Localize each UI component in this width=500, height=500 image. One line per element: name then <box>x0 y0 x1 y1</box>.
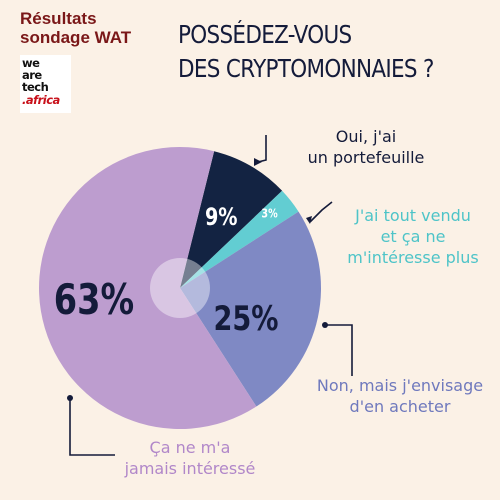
survey-label-line1: Résultats <box>20 9 97 28</box>
logo-line-africa: .africa <box>22 93 60 107</box>
slice-label-portefeuille-line1: Oui, j'ai <box>335 127 397 146</box>
leader-dot-jamais <box>67 395 73 401</box>
slice-label-vendu-line3: m'intéresse plus <box>347 248 479 267</box>
pie-slice-portefeuille <box>180 151 283 288</box>
leader-arrow-vendu <box>306 216 312 224</box>
leader-arrow-portefeuille <box>254 158 262 166</box>
slice-label-jamais-line2: jamais intéressé <box>124 459 256 478</box>
title-line1: POSSÉDEZ-VOUS <box>178 20 352 49</box>
slice-value-envisage: 25% <box>213 299 278 339</box>
leader-line-portefeuille <box>257 135 267 163</box>
page-title: POSSÉDEZ-VOUS DES CRYPTOMONNAIES ? <box>178 18 436 86</box>
leader-line-vendu <box>309 201 333 223</box>
leader-dot-envisage <box>322 322 328 328</box>
slice-label-envisage-line1: Non, mais j'envisage <box>316 376 484 395</box>
pie-center-hole <box>150 258 210 318</box>
survey-label-line2: sondage WAT <box>20 28 132 47</box>
leader-line-envisage <box>325 324 353 376</box>
survey-label: Résultats sondage WAT <box>20 9 131 47</box>
slice-label-envisage-line2: d'en acheter <box>349 397 451 416</box>
slice-label-jamais: Ça ne m'a jamais intéressé <box>100 437 280 479</box>
slice-label-vendu-line2: et ça ne <box>380 227 446 246</box>
title-line2: DES CRYPTOMONNAIES ? <box>178 54 434 83</box>
leader-line-jamais <box>69 398 115 456</box>
slice-label-portefeuille: Oui, j'ai un portefeuille <box>276 126 456 168</box>
slice-label-jamais-line1: Ça ne m'a <box>149 438 231 457</box>
slice-value-portefeuille: 9% <box>205 204 238 232</box>
wearetech-logo: we are tech .africa <box>20 55 71 113</box>
pie-slice-vendu <box>180 190 299 288</box>
logo-line-are: are <box>22 68 42 82</box>
pie-slice-jamais <box>39 146 257 430</box>
slice-value-vendu: 3% <box>261 206 277 220</box>
slice-label-portefeuille-line2: un portefeuille <box>307 148 425 167</box>
logo-line-tech: tech <box>22 80 49 94</box>
pie-slice-envisage <box>180 211 322 407</box>
slice-label-envisage: Non, mais j'envisage d'en acheter <box>300 375 500 417</box>
slice-label-vendu-line1: J'ai tout vendu <box>355 206 471 225</box>
slice-value-jamais: 63% <box>54 275 134 324</box>
slice-label-vendu: J'ai tout vendu et ça ne m'intéresse plu… <box>333 205 493 268</box>
logo-line-we: we <box>22 56 40 70</box>
